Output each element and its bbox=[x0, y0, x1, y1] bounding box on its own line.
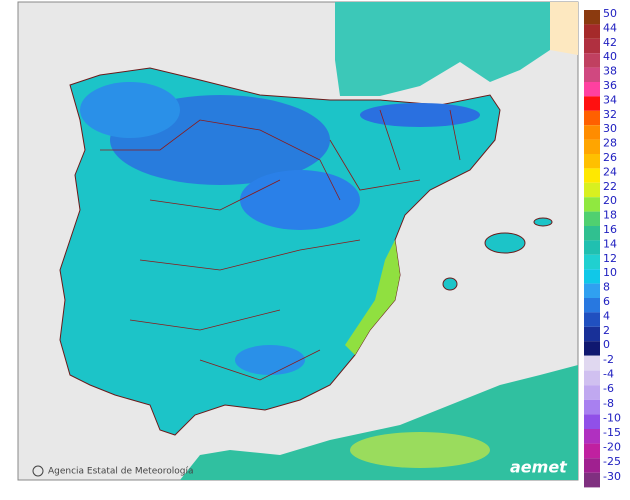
legend-label: -25 bbox=[603, 455, 621, 468]
legend-swatch bbox=[584, 269, 600, 284]
legend-swatch bbox=[584, 443, 600, 459]
cold-area bbox=[360, 103, 480, 127]
legend-label: -20 bbox=[603, 441, 621, 454]
legend-label: 10 bbox=[603, 266, 617, 279]
legend-label: 12 bbox=[603, 252, 617, 265]
legend-label: 14 bbox=[603, 237, 617, 250]
copyright-icon bbox=[32, 465, 44, 477]
legend-swatch bbox=[584, 10, 600, 25]
legend-label: 38 bbox=[603, 65, 617, 78]
legend-label: -6 bbox=[603, 382, 614, 395]
legend-swatch bbox=[584, 226, 600, 241]
mallorca bbox=[484, 232, 526, 254]
legend-label: 32 bbox=[603, 108, 617, 121]
france-east bbox=[550, 2, 578, 55]
legend-swatch bbox=[584, 298, 600, 313]
legend-swatch bbox=[584, 312, 600, 327]
legend-label: 4 bbox=[603, 309, 610, 322]
legend-swatch bbox=[584, 240, 600, 255]
logo: aemet bbox=[510, 458, 568, 477]
legend-label: 16 bbox=[603, 223, 617, 236]
province-borders bbox=[100, 109, 461, 381]
legend-label: 6 bbox=[603, 295, 610, 308]
cold-area bbox=[80, 82, 180, 138]
legend-swatch bbox=[584, 197, 600, 212]
legend-swatch bbox=[584, 211, 600, 226]
legend-label: -4 bbox=[603, 368, 614, 381]
legend-swatch bbox=[584, 139, 600, 154]
legend-swatch bbox=[584, 326, 600, 342]
legend-swatch bbox=[584, 67, 600, 82]
legend-label: -8 bbox=[603, 397, 614, 410]
legend-label: 18 bbox=[603, 209, 617, 222]
legend-label: 44 bbox=[603, 21, 617, 34]
legend-swatch bbox=[584, 168, 600, 183]
ibiza bbox=[442, 277, 458, 291]
warm-coast bbox=[345, 240, 400, 355]
legend: 5044424038363432302826242220181614121086… bbox=[584, 7, 621, 488]
legend-swatch bbox=[584, 414, 600, 429]
legend-label: 26 bbox=[603, 151, 617, 164]
legend-swatch bbox=[584, 283, 600, 298]
legend-label: -2 bbox=[603, 353, 614, 366]
legend-swatch bbox=[584, 24, 600, 39]
cold-area bbox=[235, 345, 305, 375]
legend-label: 30 bbox=[603, 122, 617, 135]
legend-label: 34 bbox=[603, 93, 617, 106]
legend-label: 0 bbox=[603, 338, 610, 351]
france bbox=[335, 2, 550, 96]
legend-label: 42 bbox=[603, 36, 617, 49]
legend-swatch bbox=[584, 110, 600, 126]
legend-label: -30 bbox=[603, 470, 621, 483]
legend-swatch bbox=[584, 154, 600, 169]
legend-swatch bbox=[584, 370, 600, 386]
legend-swatch bbox=[584, 399, 600, 415]
legend-swatch bbox=[584, 356, 600, 371]
legend-label: 2 bbox=[603, 324, 610, 337]
legend-label: 50 bbox=[603, 7, 617, 20]
legend-swatch bbox=[584, 38, 600, 54]
legend-swatch bbox=[584, 96, 600, 111]
legend-label: 20 bbox=[603, 194, 617, 207]
legend-label: -10 bbox=[603, 411, 621, 424]
legend-swatch bbox=[584, 472, 600, 488]
legend-label: 28 bbox=[603, 137, 617, 150]
legend-swatch bbox=[584, 182, 600, 198]
legend-label: 22 bbox=[603, 180, 617, 193]
legend-swatch bbox=[584, 125, 600, 140]
legend-label: 24 bbox=[603, 165, 617, 178]
legend-label: 36 bbox=[603, 79, 617, 92]
warm-area bbox=[350, 432, 490, 468]
legend-swatch bbox=[584, 53, 600, 68]
menorca bbox=[533, 217, 553, 227]
legend-label: 8 bbox=[603, 281, 610, 294]
legend-label: 40 bbox=[603, 50, 617, 63]
legend-swatch bbox=[584, 254, 600, 270]
legend-swatch bbox=[584, 458, 600, 473]
credit: Agencia Estatal de Meteorología bbox=[48, 467, 194, 477]
legend-swatch bbox=[584, 82, 600, 97]
legend-swatch bbox=[584, 385, 600, 400]
legend-label: -15 bbox=[603, 426, 621, 439]
cold-area bbox=[240, 170, 360, 230]
legend-swatch bbox=[584, 429, 600, 444]
legend-swatch bbox=[584, 341, 600, 356]
